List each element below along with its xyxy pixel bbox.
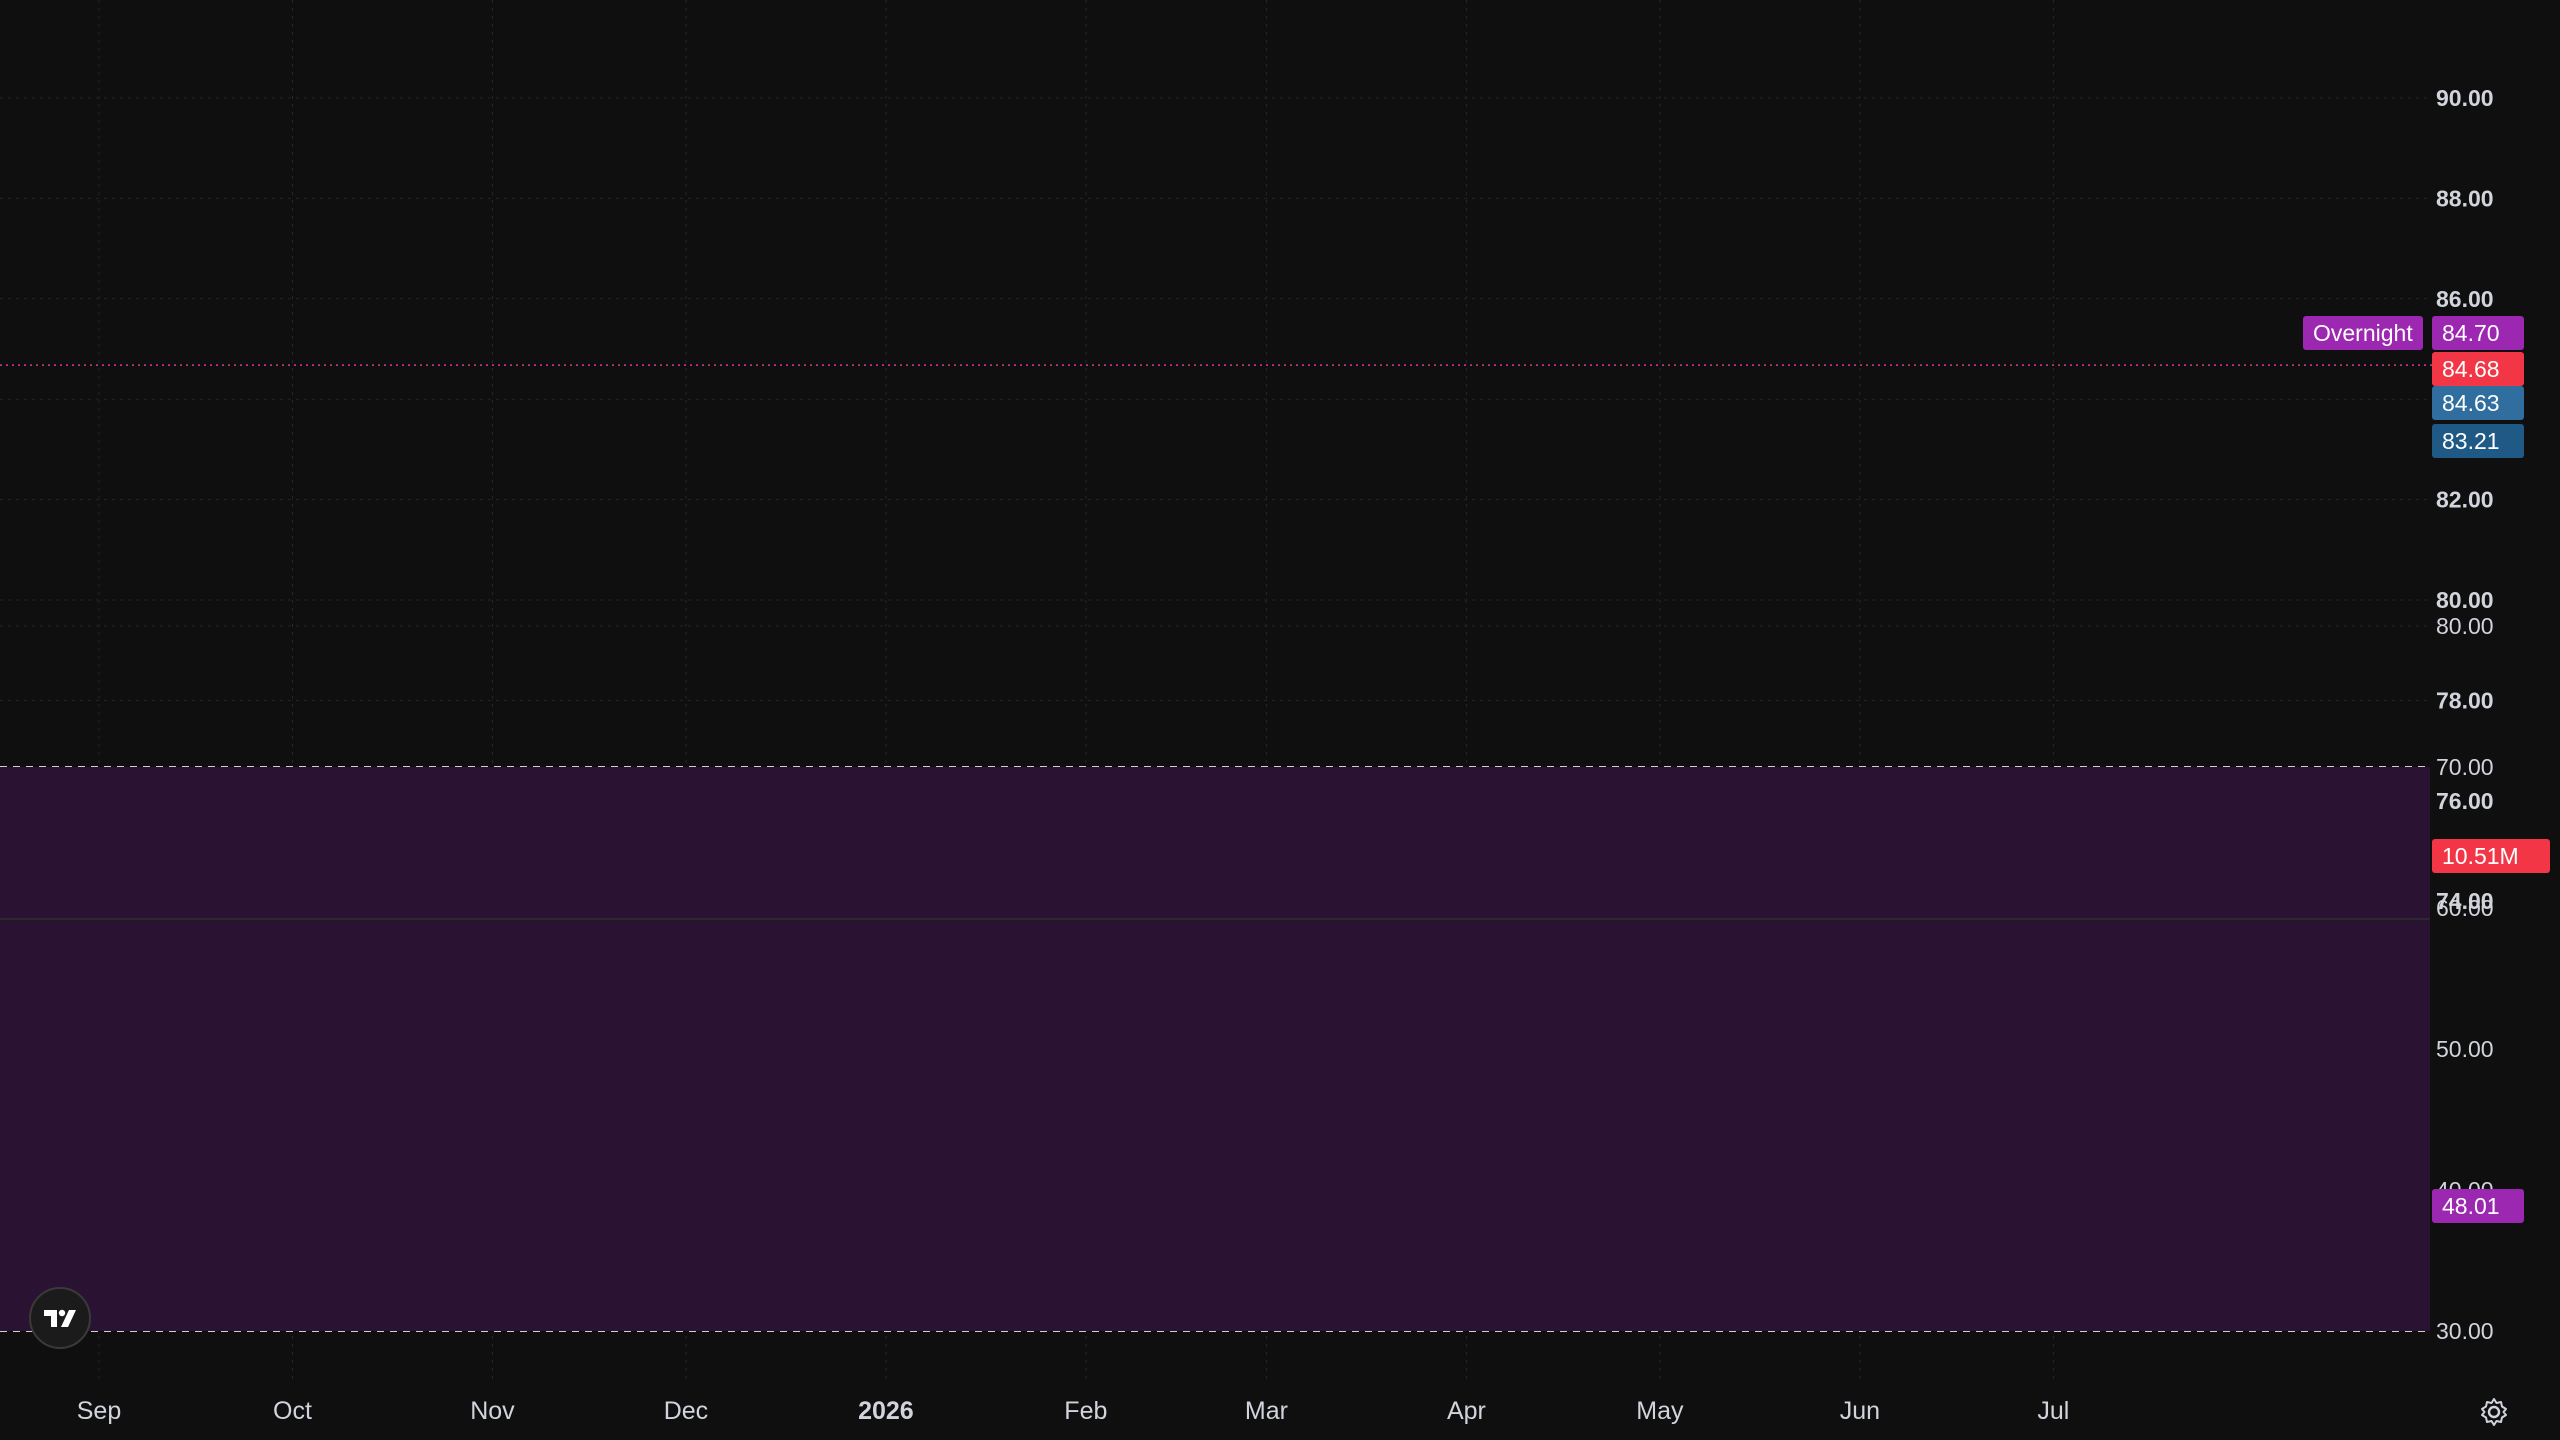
price-axis[interactable]: 90.0088.0086.0084.0082.0080.0078.0076.00… bbox=[2436, 85, 2494, 914]
rsi-tick-label: 70.00 bbox=[2436, 754, 2494, 780]
rsi-tick-label: 60.00 bbox=[2436, 895, 2494, 921]
price-tick-label: 74.00 bbox=[2436, 888, 2494, 914]
price-tick-label: 82.00 bbox=[2436, 487, 2494, 513]
rsi-tick-label: 80.00 bbox=[2436, 613, 2494, 639]
rsi-band bbox=[0, 767, 2430, 1331]
overnight-price-label: 84.70 bbox=[2432, 316, 2524, 350]
price-tick-label: 80.00 bbox=[2436, 587, 2494, 613]
rsi-value-label: 48.01 bbox=[2432, 1189, 2524, 1223]
time-tick-label: Jun bbox=[1840, 1397, 1880, 1425]
time-tick-label: Apr bbox=[1447, 1397, 1486, 1425]
time-tick-label: Sep bbox=[77, 1397, 121, 1425]
time-tick-label: 2026 bbox=[858, 1397, 914, 1425]
price-tick-label: 86.00 bbox=[2436, 286, 2494, 312]
time-tick-label: May bbox=[1636, 1397, 1684, 1425]
rsi-tick-label: 50.00 bbox=[2436, 1036, 2494, 1062]
price-tick-label: 88.00 bbox=[2436, 185, 2494, 211]
gear-icon[interactable] bbox=[2478, 1396, 2510, 1428]
time-tick-label: Nov bbox=[470, 1397, 515, 1425]
time-tick-label: Feb bbox=[1064, 1397, 1107, 1425]
overnight-badge: Overnight bbox=[2303, 316, 2423, 350]
rsi-tick-label: 30.00 bbox=[2436, 1318, 2494, 1344]
ma-slow-value-label: 83.21 bbox=[2432, 424, 2524, 458]
time-tick-label: Dec bbox=[664, 1397, 708, 1425]
tradingview-logo-icon[interactable] bbox=[29, 1287, 91, 1349]
last-price-label: 84.68 bbox=[2432, 352, 2524, 386]
time-tick-label: Jul bbox=[2037, 1397, 2069, 1425]
price-tick-label: 90.00 bbox=[2436, 85, 2494, 111]
ma-fast-value-label: 84.63 bbox=[2432, 386, 2524, 420]
time-axis[interactable]: SepOctNovDec2026FebMarAprMayJunJulAug bbox=[0, 1397, 2070, 1425]
time-tick-label: Mar bbox=[1245, 1397, 1288, 1425]
time-tick-label: Oct bbox=[273, 1397, 312, 1425]
price-tick-label: 76.00 bbox=[2436, 788, 2494, 814]
volume-value-label: 10.51M bbox=[2432, 839, 2550, 873]
price-tick-label: 78.00 bbox=[2436, 687, 2494, 713]
